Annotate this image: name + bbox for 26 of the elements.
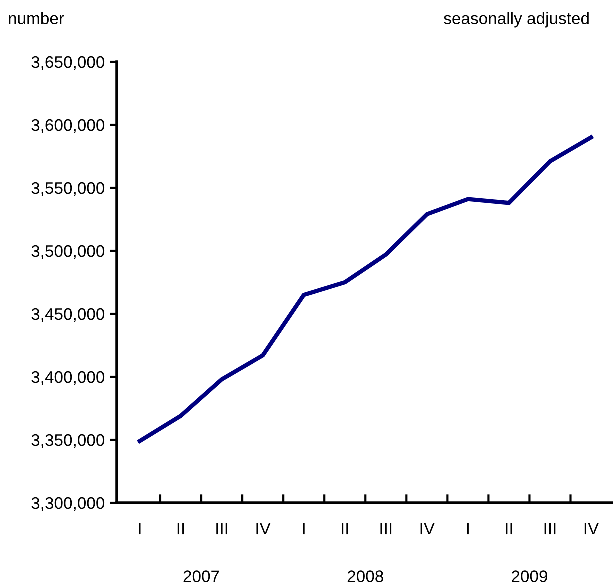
x-tick-label: I bbox=[139, 523, 141, 535]
x-tick-label: III bbox=[544, 523, 556, 535]
x-tick-label: IV bbox=[584, 523, 600, 535]
y-axis-title: number bbox=[9, 12, 64, 24]
x-tick-label: III bbox=[380, 523, 392, 535]
y-tick-label: 3,350,000 bbox=[32, 434, 105, 448]
x-tick-label: II bbox=[178, 523, 184, 535]
text: 2007 bbox=[184, 570, 220, 582]
text: 2009 bbox=[512, 570, 548, 582]
y-tick-label: 3,500,000 bbox=[32, 245, 105, 260]
x-tick-label: IV bbox=[420, 523, 435, 535]
y-tick-label: 3,650,000 bbox=[32, 56, 105, 70]
x-tick-label: III bbox=[216, 523, 228, 535]
line-series bbox=[138, 136, 594, 444]
x-tick-label: I bbox=[303, 523, 305, 535]
chart-subtitle: seasonally adjusted bbox=[444, 12, 589, 28]
y-tick-label: 3,400,000 bbox=[32, 371, 105, 386]
x-tick-label: I bbox=[467, 523, 469, 535]
text: 2008 bbox=[348, 570, 384, 582]
y-tick-label: 3,600,000 bbox=[32, 119, 105, 134]
x-tick-label: IV bbox=[256, 523, 271, 535]
y-tick-label: 3,300,000 bbox=[32, 497, 105, 512]
y-tick-label: 3,450,000 bbox=[32, 308, 105, 322]
y-tick-label: 3,550,000 bbox=[32, 182, 105, 196]
x-tick-label: II bbox=[506, 523, 512, 535]
x-tick-label: II bbox=[342, 523, 348, 535]
